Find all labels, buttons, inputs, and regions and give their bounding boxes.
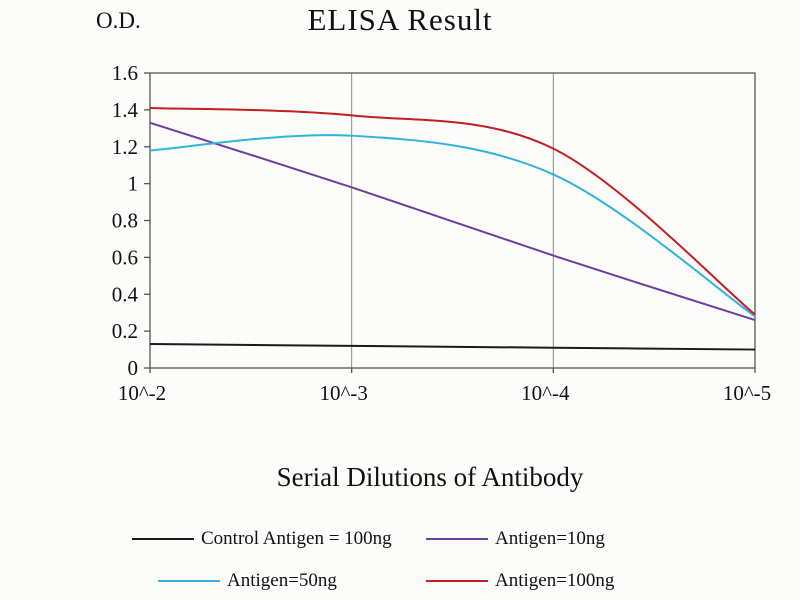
chart-title: ELISA Result — [307, 2, 493, 37]
y-tick-label: 0.2 — [112, 319, 138, 343]
legend-label: Antigen=50ng — [227, 570, 337, 591]
y-tick-label: 0 — [128, 356, 139, 380]
x-tick-label: 10^-5 — [723, 381, 771, 405]
series-line-1 — [149, 121, 756, 322]
x-tick-label: 10^-4 — [521, 381, 570, 405]
x-tick-label: 10^-3 — [319, 381, 367, 405]
y-tick-label: 1 — [128, 172, 139, 196]
legend-label: Control Antigen = 100ng — [201, 528, 392, 549]
y-tick-label: 0.4 — [112, 282, 139, 306]
y-tick-label: 0.8 — [112, 209, 138, 233]
legend-item-antigen-50ng: Antigen=50ng — [158, 570, 337, 592]
y-tick-label: 1.2 — [112, 135, 138, 159]
legend-label: Antigen=100ng — [495, 570, 615, 591]
legend-swatch-antigen-100ng — [426, 580, 488, 582]
x-tick-label: 10^-2 — [118, 381, 166, 405]
legend-swatch-control-antigen — [132, 538, 194, 540]
legend-swatch-antigen-10ng — [426, 538, 488, 540]
y-tick-label: 0.6 — [112, 245, 138, 269]
series-line-3 — [149, 107, 756, 316]
y-axis-label: O.D. — [96, 8, 141, 33]
series-line-0 — [149, 343, 756, 351]
legend-label: Antigen=10ng — [495, 528, 605, 549]
legend-item-antigen-100ng: Antigen=100ng — [426, 570, 614, 592]
legend-item-antigen-10ng: Antigen=10ng — [426, 528, 605, 550]
legend-item-control-antigen: Control Antigen = 100ng — [132, 528, 392, 550]
series-line-2 — [149, 134, 756, 318]
legend-swatch-antigen-50ng — [158, 580, 220, 582]
plot-area: 0 0.2 0.4 0.6 0.8 1 1.2 1.4 1.6 10^-2 10^-3 10^-4 10… — [112, 61, 771, 405]
y-tick-label: 1.6 — [112, 61, 138, 85]
x-axis-label: Serial Dilutions of Antibody — [276, 462, 584, 492]
y-tick-label: 1.4 — [112, 98, 139, 122]
